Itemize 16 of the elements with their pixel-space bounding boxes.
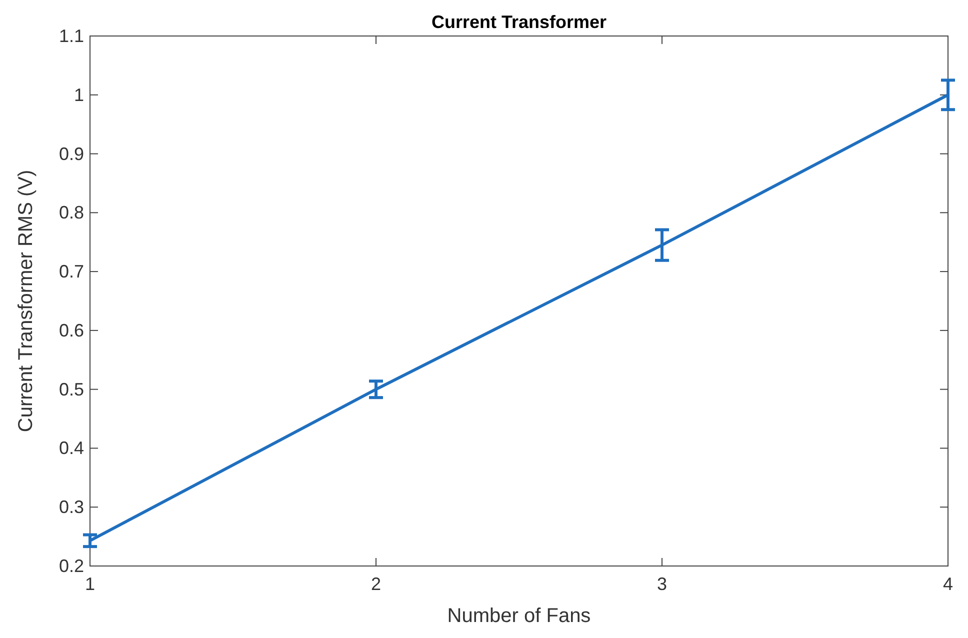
y-tick-label: 0.4 [58,438,84,458]
x-tick-label: 4 [942,574,954,594]
y-axis-title: Current Transformer RMS (V) [15,170,37,432]
y-tick-label: 0.6 [58,320,84,340]
y-tick-label: 0.7 [58,262,84,282]
y-tick-label: 1.1 [58,26,84,46]
y-tick-label: 0.3 [58,497,84,518]
chart-title: Current Transformer [431,12,607,32]
y-tick-label: 0.2 [58,556,84,576]
x-tick-label: 2 [370,574,382,594]
y-tick-label: 0.9 [58,144,84,164]
y-tick-label: 0.5 [58,379,84,400]
y-tick-label: 0.8 [58,202,84,223]
x-axis-title: Number of Fans [447,605,591,627]
y-tick-label: 1 [74,84,84,105]
x-tick-label: 3 [656,574,668,594]
